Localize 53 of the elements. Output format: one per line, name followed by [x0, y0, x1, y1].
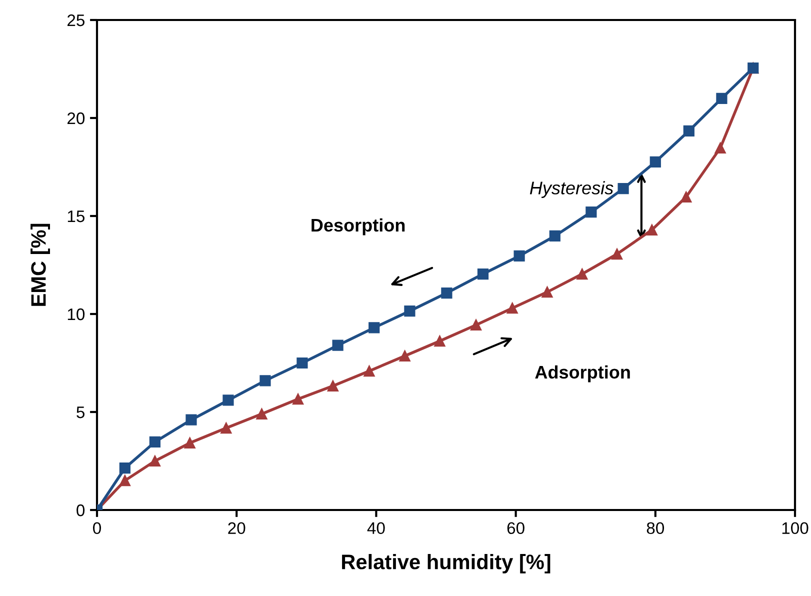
y-axis-title: EMC [%]	[30, 224, 50, 306]
point	[149, 455, 160, 467]
y-tick-label: 0	[76, 504, 85, 516]
point	[441, 287, 452, 299]
point	[542, 286, 553, 298]
point	[714, 142, 726, 154]
point	[586, 206, 597, 218]
x-tick-label: 100	[782, 522, 808, 534]
point	[549, 230, 560, 242]
point	[470, 319, 482, 331]
point	[364, 365, 375, 377]
annotation: Adsorption	[535, 365, 630, 382]
point	[220, 422, 232, 434]
point	[650, 156, 661, 168]
x-axis-title: Relative humidity [%]	[342, 554, 550, 574]
point	[222, 394, 234, 406]
point	[646, 224, 658, 236]
point	[292, 394, 304, 405]
y-tick-label: 15	[68, 210, 84, 222]
y-tick-label: 25	[67, 14, 84, 26]
point	[434, 335, 446, 347]
point	[477, 268, 489, 280]
y-tick-label: 20	[67, 112, 85, 124]
x-tick-label: 40	[367, 522, 385, 534]
point	[716, 92, 728, 104]
point	[119, 475, 130, 486]
point	[296, 357, 308, 369]
y-tick-label: 10	[68, 308, 85, 320]
point	[149, 436, 160, 448]
point	[260, 375, 271, 386]
point	[683, 125, 694, 136]
point	[119, 462, 130, 474]
point	[680, 191, 692, 203]
annotation: Hysteresis	[530, 181, 614, 198]
annotation: Desorption	[312, 218, 405, 236]
point	[368, 322, 380, 334]
point	[618, 183, 629, 194]
point	[332, 340, 344, 351]
point	[186, 414, 197, 426]
point	[611, 248, 623, 260]
x-tick-label: 60	[507, 522, 524, 534]
point	[399, 350, 410, 362]
x-tick-label: 0	[93, 522, 101, 534]
y-tick-label: 5	[76, 406, 84, 418]
point	[256, 408, 268, 420]
x-tick-label: 20	[228, 522, 246, 534]
point	[506, 302, 518, 314]
point	[576, 268, 588, 280]
point	[404, 306, 416, 317]
x-tick-label: 80	[646, 522, 664, 534]
point	[327, 380, 338, 392]
point	[184, 437, 196, 449]
point	[514, 250, 525, 262]
